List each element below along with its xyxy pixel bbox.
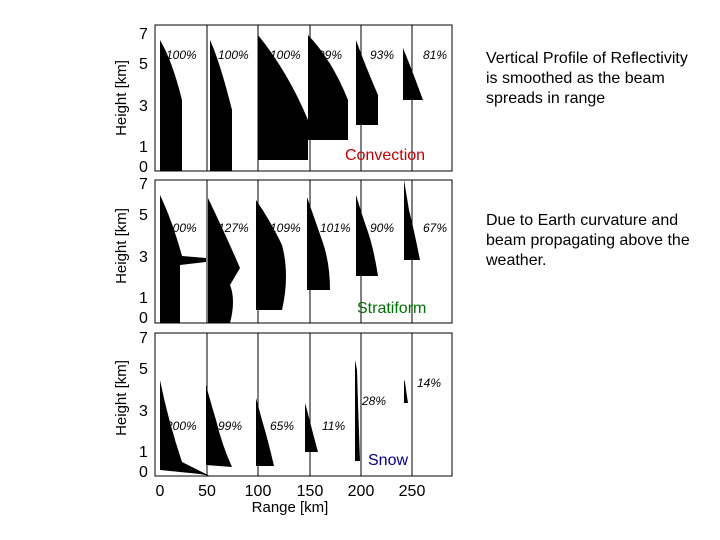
x-tick: 250 — [399, 483, 426, 500]
y-tick-5: 5 — [139, 207, 148, 224]
percent-label: 99% — [218, 419, 242, 433]
y-tick-1: 1 — [139, 139, 148, 156]
percent-label: 90% — [370, 221, 394, 235]
y-axis-label: Height [km] — [113, 208, 130, 284]
profile-shape — [356, 40, 378, 125]
profile-shape — [258, 35, 308, 160]
percent-label: 81% — [423, 48, 447, 62]
percent-label: 100% — [166, 48, 197, 62]
percent-label: 28% — [361, 394, 386, 408]
y-tick-5: 5 — [139, 361, 148, 378]
percent-label: 11% — [322, 419, 345, 433]
y-tick-7: 7 — [139, 176, 148, 193]
panel-label-snow: Snow — [368, 452, 408, 469]
y-tick-0: 0 — [139, 310, 148, 327]
percent-label: 127% — [218, 221, 249, 235]
y-tick-5: 5 — [139, 56, 148, 73]
profile-shape — [206, 385, 232, 467]
profile-shape — [160, 195, 206, 323]
convection-profiles — [160, 35, 423, 171]
y-tick-1: 1 — [139, 444, 148, 461]
percent-label: 200% — [165, 221, 197, 235]
profile-shape — [404, 180, 420, 260]
profile-shape — [160, 380, 210, 476]
percent-label: 100% — [270, 48, 301, 62]
x-axis: 0 50 100 150 200 250 Range [km] — [156, 483, 426, 516]
percent-label: 67% — [423, 221, 447, 235]
profile-shape — [404, 380, 408, 403]
convection-panel: 7 5 3 1 0 Height [km] 100% 100% 100% 99%… — [113, 24, 453, 176]
percent-label: 65% — [270, 419, 294, 433]
stratiform-frame — [154, 179, 453, 324]
snow-frame — [154, 332, 453, 477]
snow-panel: 7 5 3 1 0 Height [km] 200% 99% 65% 11% 2… — [113, 330, 453, 481]
y-tick-7: 7 — [139, 26, 148, 43]
snow-percent-labels: 200% 99% 65% 11% 28% 14% — [165, 376, 441, 433]
panel-label-stratiform: Stratiform — [357, 300, 426, 317]
y-tick-3: 3 — [139, 249, 148, 266]
panel-label-convection: Convection — [345, 147, 425, 164]
y-tick-7: 7 — [139, 330, 148, 347]
profile-shape — [160, 40, 182, 171]
profile-shape — [355, 360, 360, 461]
profile-shape — [305, 403, 318, 452]
x-tick: 100 — [245, 483, 272, 500]
stratiform-y-ticks: 7 5 3 1 0 — [139, 176, 148, 327]
profile-shape — [308, 35, 348, 140]
profile-shape — [208, 198, 240, 323]
note-curvature: Due to Earth curvature and beam propagat… — [486, 212, 690, 269]
y-tick-0: 0 — [139, 464, 148, 481]
stratiform-panel: 7 5 3 1 0 Height [km] 200% 127% 109% 101… — [113, 176, 453, 327]
snow-y-ticks: 7 5 3 1 0 — [139, 330, 148, 481]
percent-label: 100% — [218, 48, 249, 62]
profile-shape — [356, 195, 378, 276]
percent-label: 101% — [320, 221, 351, 235]
convection-percent-labels: 100% 100% 100% 99% 93% 81% — [166, 48, 447, 62]
profile-shape — [403, 48, 423, 100]
snow-profiles — [160, 360, 408, 476]
y-tick-3: 3 — [139, 98, 148, 115]
y-tick-1: 1 — [139, 290, 148, 307]
percent-label: 200% — [165, 419, 197, 433]
profile-shape — [210, 40, 232, 171]
y-axis-label: Height [km] — [113, 60, 130, 136]
convection-y-ticks: 7 5 3 1 0 — [139, 26, 148, 176]
x-tick: 50 — [198, 483, 216, 500]
profile-shape — [307, 197, 330, 290]
x-tick: 200 — [348, 483, 375, 500]
percent-label: 93% — [370, 48, 394, 62]
profile-shape — [256, 398, 274, 466]
stratiform-percent-labels: 200% 127% 109% 101% 90% 67% — [165, 221, 447, 235]
stratiform-profiles — [160, 180, 420, 323]
convection-frame — [154, 24, 453, 172]
y-tick-0: 0 — [139, 159, 148, 176]
y-tick-3: 3 — [139, 403, 148, 420]
percent-label: 109% — [270, 221, 301, 235]
note-smoothing: Vertical Profile of Reflectivity is smoo… — [486, 50, 688, 107]
profile-shape — [256, 200, 286, 310]
x-axis-label: Range [km] — [252, 499, 329, 516]
x-tick: 0 — [156, 483, 165, 500]
percent-label: 99% — [318, 48, 342, 62]
x-tick: 150 — [297, 483, 324, 500]
y-axis-label: Height [km] — [113, 360, 130, 436]
percent-label: 14% — [417, 376, 441, 390]
